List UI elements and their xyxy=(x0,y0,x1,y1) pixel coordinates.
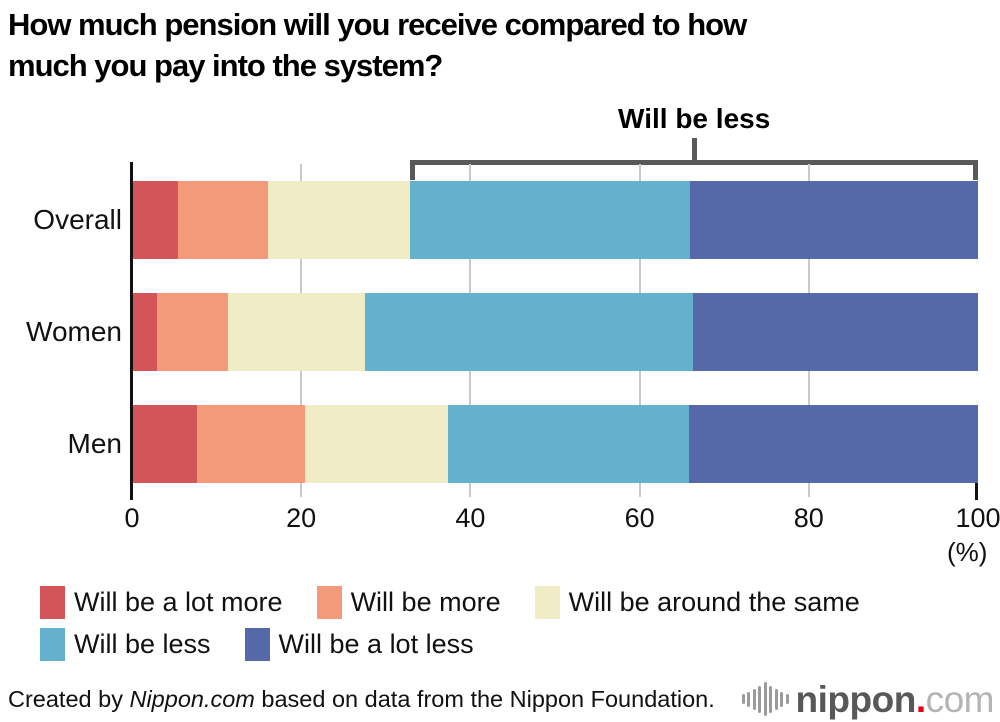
credit-text: Created by Nippon.com based on data from… xyxy=(8,686,715,713)
category-label: Women xyxy=(26,316,122,347)
logo-wordmark: nippon.com xyxy=(795,678,995,720)
bar-segment xyxy=(690,181,978,259)
x-tick-label: 40 xyxy=(455,503,486,533)
bar-segment xyxy=(410,181,691,259)
bar-segment xyxy=(197,405,305,483)
legend-item: Will be less xyxy=(40,627,211,661)
bar-segment xyxy=(447,405,689,483)
legend-swatch xyxy=(534,585,560,619)
bracket-right-end xyxy=(973,160,978,180)
legend: Will be a lot more Will be more Will be ar… xyxy=(40,581,992,665)
bracket-span-line xyxy=(410,160,978,165)
x-tick-label: 60 xyxy=(624,503,655,533)
footer: Created by Nippon.com based on data from… xyxy=(8,676,995,722)
bar-segment xyxy=(228,293,365,371)
legend-item: Will be around the same xyxy=(534,585,860,619)
x-tick-100-mark xyxy=(975,483,978,500)
legend-item: Will be more xyxy=(316,585,501,619)
legend-label: Will be less xyxy=(74,628,211,659)
legend-item: Will be a lot less xyxy=(244,627,474,661)
x-axis-unit-label: (%) xyxy=(947,537,988,567)
wave-bar xyxy=(785,694,789,704)
credit-prefix: Created by xyxy=(8,685,130,712)
legend-label: Will be a lot more xyxy=(74,586,283,617)
chart-title: How much pension will you receive compar… xyxy=(8,7,747,83)
category-label: Men xyxy=(67,428,122,459)
soundwave-icon xyxy=(741,679,789,719)
x-tick-label: 100 xyxy=(955,503,1000,533)
credit-source: Nippon.com xyxy=(129,685,255,712)
legend-label: Will be more xyxy=(350,586,501,617)
logo-nippon: nippon xyxy=(795,678,917,720)
legend-swatch xyxy=(316,585,342,619)
category-label: Overall xyxy=(33,204,122,235)
bar-segment xyxy=(692,293,978,371)
bar-segment xyxy=(268,181,411,259)
bar-segment xyxy=(133,405,198,483)
legend-label: Will be a lot less xyxy=(278,628,474,659)
x-tick-label: 0 xyxy=(124,503,140,533)
legend-item: Will be a lot more xyxy=(40,585,283,619)
wave-bar xyxy=(752,688,756,710)
wave-bar xyxy=(741,694,745,704)
x-tick-label: 20 xyxy=(286,503,317,533)
bar-segment xyxy=(177,181,269,259)
bar-segment xyxy=(304,405,448,483)
logo-tld: com xyxy=(925,678,995,720)
bracket-label: Will be less xyxy=(618,103,771,134)
logo-dot: . xyxy=(915,678,926,720)
legend-swatch xyxy=(244,627,270,661)
x-tick-label: 80 xyxy=(793,503,824,533)
bracket-stem xyxy=(691,138,697,162)
wave-bar xyxy=(780,691,784,707)
legend-label: Will be around the same xyxy=(568,586,860,617)
bar-segment xyxy=(157,293,229,371)
wave-bar xyxy=(758,685,762,713)
wave-bar xyxy=(774,688,778,710)
y-axis-line xyxy=(130,162,133,500)
wave-bar xyxy=(763,682,767,716)
wave-bar xyxy=(747,691,751,707)
legend-row: Will be a lot more Will be more Will be ar… xyxy=(40,581,992,623)
bar-segment xyxy=(133,293,158,371)
bracket-left-end xyxy=(410,160,416,180)
bar-segment xyxy=(133,181,178,259)
legend-swatch xyxy=(40,585,65,619)
credit-suffix: based on data from the Nippon Foundation… xyxy=(254,685,715,712)
bar-segment xyxy=(364,293,693,371)
wave-bar xyxy=(769,685,773,713)
nippon-com-logo: nippon.com xyxy=(741,678,995,720)
legend-swatch xyxy=(40,627,65,661)
legend-row: Will be less Will be a lot less xyxy=(40,623,992,665)
bar-segment xyxy=(688,405,978,483)
